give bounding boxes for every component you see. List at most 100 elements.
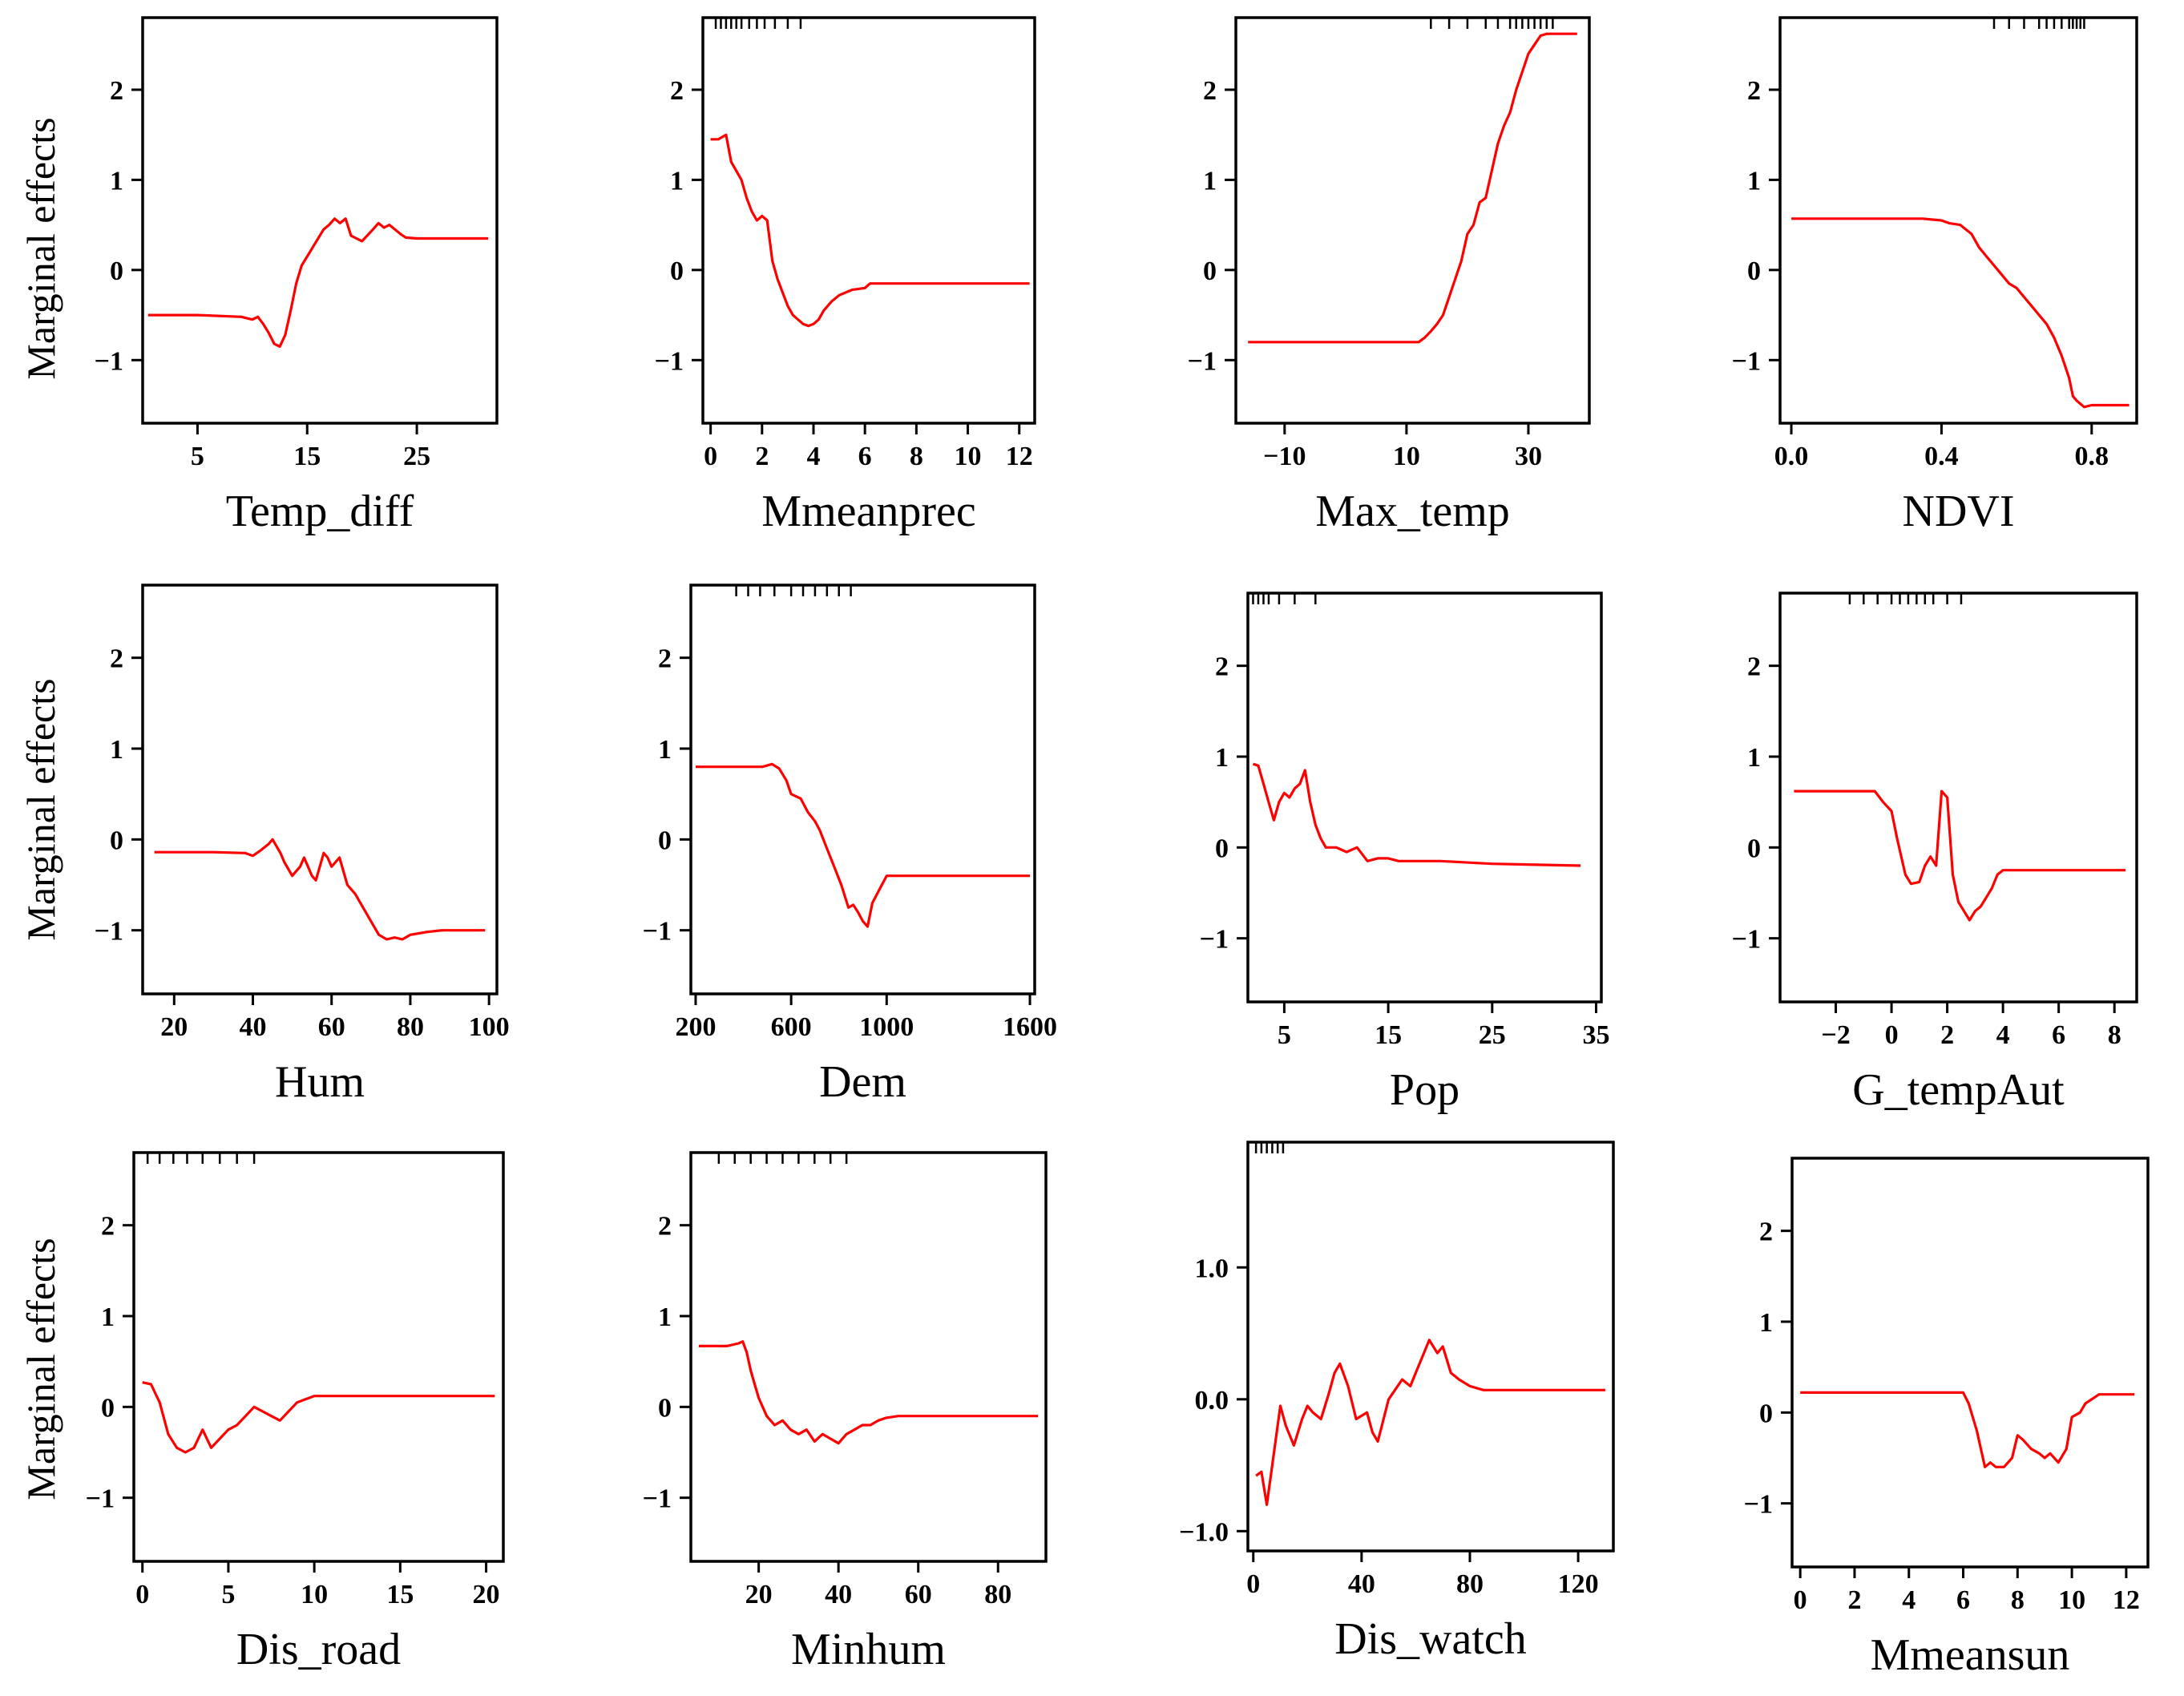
y-tick-label: −1 — [655, 346, 684, 376]
y-tick-label: −1 — [1188, 346, 1217, 376]
marginal-effect-curve — [1794, 789, 2126, 922]
y-tick-label: 0 — [110, 256, 123, 286]
y-tick-label: 1 — [1203, 166, 1217, 196]
y-tick-label: 2 — [110, 644, 123, 674]
y-tick-label: 0 — [1747, 834, 1761, 863]
x-tick-label: 80 — [984, 1580, 1011, 1609]
y-tick-label: −1 — [86, 1484, 115, 1514]
y-tick-label: 0 — [658, 826, 672, 855]
x-tick-label: 0 — [135, 1580, 149, 1609]
x-tick-label: 0.8 — [2075, 442, 2109, 471]
x-tick-label: 10 — [1393, 442, 1420, 471]
x-tick-label: 2 — [1940, 1020, 1954, 1050]
y-tick-label: −1 — [1200, 925, 1229, 955]
plot-frame — [1778, 16, 2138, 425]
marginal-effect-curve — [142, 1381, 495, 1454]
row-y-labels: Marginal effects Marginal effects Margin… — [18, 117, 63, 1500]
x-tick-label: 12 — [2113, 1585, 2140, 1615]
y-tick-label: 0 — [110, 826, 123, 855]
x-tick-label: 1000 — [859, 1012, 914, 1042]
x-tick-label: 20 — [745, 1580, 773, 1609]
y-tick-label: 2 — [658, 1212, 672, 1242]
x-tick-label: 100 — [469, 1012, 510, 1042]
x-tick-label: 20 — [473, 1580, 500, 1609]
x-tick-label: 5 — [221, 1580, 235, 1609]
y-tick-label: 0 — [670, 256, 684, 286]
x-tick-label: 10 — [301, 1580, 328, 1609]
x-tick-label: 0 — [1246, 1569, 1260, 1599]
plot-frame — [689, 1151, 1048, 1563]
plot-frame — [1234, 16, 1591, 425]
x-tick-label: 8 — [2108, 1020, 2121, 1050]
marginal-effect-curve — [1252, 762, 1581, 867]
x-tick-label: 200 — [675, 1012, 716, 1042]
x-tick-label: 40 — [825, 1580, 852, 1609]
x-tick-label: 2 — [1847, 1585, 1861, 1615]
x-tick-label: 60 — [318, 1012, 345, 1042]
x-tick-label: 15 — [1375, 1020, 1402, 1050]
x-tick-label: 80 — [397, 1012, 424, 1042]
x-axis-label: Minhum — [791, 1625, 946, 1674]
plot-frame — [1246, 592, 1603, 1003]
x-axis-label: Dem — [819, 1057, 906, 1107]
panel-dis-watch: −1.0 0.0 1.0 0 40 80 120 Dis_watch — [1179, 1141, 1615, 1664]
y-tick-label: −1.0 — [1179, 1517, 1229, 1547]
x-axis-label: Hum — [275, 1057, 365, 1107]
x-tick-label: 0.0 — [1774, 442, 1809, 471]
y-tick-label: −1 — [95, 917, 123, 947]
x-tick-label: 120 — [1558, 1569, 1599, 1599]
panel-hum: −1 0 1 2 20 40 60 80 100 Hum — [95, 584, 510, 1107]
y-tick-label: 2 — [1747, 652, 1761, 682]
panel-minhum: −1 0 1 2 20 40 60 80 Minhum — [643, 1151, 1048, 1674]
x-tick-label: 0 — [704, 442, 717, 471]
y-tick-label: 1 — [1747, 166, 1761, 196]
y-tick-label: 0 — [101, 1393, 115, 1423]
y-tick-label: 1 — [1747, 743, 1761, 773]
plot-frame — [1246, 1141, 1615, 1553]
x-axis-label: Pop — [1390, 1065, 1459, 1115]
y-tick-label: 2 — [658, 644, 672, 674]
y-tick-label: −1 — [95, 346, 123, 376]
x-tick-label: 1600 — [1003, 1012, 1057, 1042]
x-tick-label: 40 — [240, 1012, 267, 1042]
y-tick-label: 1 — [110, 166, 123, 196]
y-tick-label: −1 — [643, 917, 672, 947]
x-tick-label: 60 — [905, 1580, 932, 1609]
plot-frame — [132, 1151, 505, 1563]
x-tick-label: 20 — [160, 1012, 188, 1042]
y-tick-label: 2 — [110, 76, 123, 106]
x-tick-label: 10 — [2058, 1585, 2085, 1615]
x-tick-label: 0 — [1885, 1020, 1899, 1050]
x-tick-label: 2 — [755, 442, 769, 471]
x-axis-label: Mmeansun — [1871, 1630, 2070, 1680]
panel-ndvi: −1 0 1 2 0.0 0.4 0.8 NDVI — [1732, 16, 2138, 536]
y-tick-label: 2 — [101, 1212, 115, 1242]
x-tick-label: 4 — [807, 442, 821, 471]
x-axis-label: G_tempAut — [1852, 1065, 2065, 1115]
plot-frame — [141, 584, 499, 995]
marginal-effect-curve — [699, 1340, 1038, 1445]
marginal-effect-curve — [1255, 1339, 1605, 1507]
x-tick-label: 5 — [191, 442, 204, 471]
y-tick-label: 1 — [101, 1302, 115, 1332]
x-tick-label: 600 — [771, 1012, 812, 1042]
x-tick-label: 8 — [2011, 1585, 2025, 1615]
y-tick-label: 1 — [1215, 743, 1229, 773]
y-axis-label-row-1: Marginal effects — [18, 117, 63, 379]
y-tick-label: 0 — [1203, 256, 1217, 286]
plot-frame — [689, 584, 1036, 995]
y-tick-label: 0 — [1215, 834, 1229, 863]
x-tick-label: 80 — [1456, 1569, 1484, 1599]
x-axis-label: Dis_road — [236, 1625, 401, 1674]
marginal-effect-curve — [147, 217, 489, 348]
plot-frame — [1790, 1157, 2150, 1569]
y-tick-label: 2 — [1203, 76, 1217, 106]
